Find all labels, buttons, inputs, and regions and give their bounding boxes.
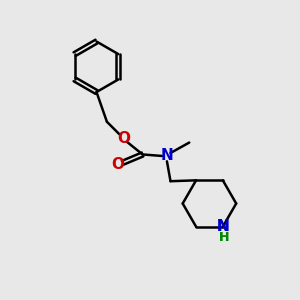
Text: H: H — [219, 232, 230, 244]
Text: N: N — [160, 148, 173, 164]
Text: O: O — [117, 130, 130, 146]
Text: H: H — [219, 232, 230, 244]
Text: N: N — [216, 219, 229, 234]
Text: O: O — [112, 158, 125, 172]
Text: N: N — [216, 219, 229, 234]
